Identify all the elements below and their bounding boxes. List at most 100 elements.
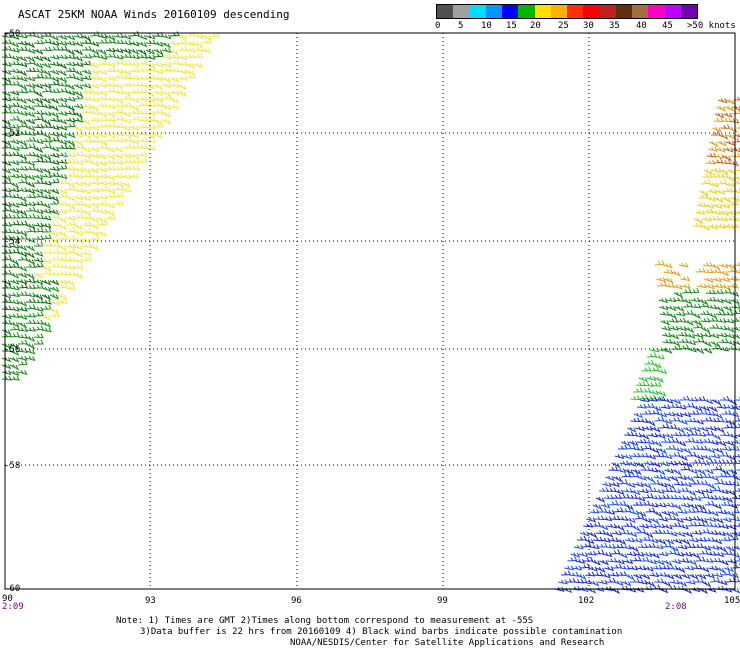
wind-barb: [679, 524, 689, 530]
wind-barb: [9, 343, 20, 350]
wind-barb: [662, 419, 673, 425]
wind-barb: [97, 90, 108, 96]
colorbar-swatch: [453, 5, 470, 18]
wind-barb: [169, 90, 180, 96]
wind-barb: [632, 500, 643, 506]
wind-barb: [707, 312, 718, 319]
wind-barb: [647, 559, 658, 565]
wind-barb: [642, 552, 653, 558]
wind-barb: [704, 203, 715, 209]
wind-barb: [161, 82, 172, 88]
wind-barb: [105, 159, 116, 165]
wind-barb: [49, 88, 60, 93]
wind-barb: [645, 542, 656, 548]
wind-barb: [683, 302, 693, 308]
wind-barb: [41, 265, 52, 272]
wind-barb: [683, 531, 694, 538]
wind-barb: [618, 552, 628, 559]
wind-barb: [57, 102, 68, 108]
wind-barb: [161, 61, 172, 67]
wind-barb: [129, 97, 140, 104]
wind-barb: [662, 454, 673, 460]
wind-barb: [41, 168, 52, 175]
wind-barb: [573, 544, 584, 550]
wind-barb: [585, 571, 596, 577]
wind-barb: [17, 62, 28, 68]
wind-barb: [9, 235, 20, 241]
wind-barb: [732, 224, 740, 229]
wind-barb: [129, 115, 140, 121]
wind-barb: [636, 403, 647, 409]
wind-barb: [720, 431, 731, 437]
wind-barb: [569, 571, 580, 577]
wind-barb: [604, 566, 615, 572]
wind-barb: [728, 283, 739, 289]
wind-barb: [607, 557, 618, 563]
wind-barb: [33, 83, 44, 90]
wind-barb: [722, 517, 732, 523]
wind-barb: [49, 105, 60, 112]
wind-barb: [733, 96, 740, 101]
wind-barb: [49, 221, 60, 227]
wind-barb: [697, 409, 708, 415]
wind-barb: [57, 174, 68, 180]
wind-barb: [596, 529, 606, 535]
wind-barb: [57, 40, 68, 46]
wind-barb: [709, 545, 720, 551]
wind-barb: [712, 434, 722, 441]
wind-barb: [57, 208, 68, 214]
wind-barb: [81, 153, 92, 159]
wind-barb: [9, 292, 20, 298]
wind-barb: [731, 494, 740, 500]
wind-barb: [617, 571, 628, 577]
wind-barb: [153, 122, 164, 128]
wind-barb: [597, 579, 608, 585]
wind-barb: [57, 63, 68, 70]
wind-barb: [656, 433, 666, 439]
wind-barb: [145, 145, 156, 151]
wind-barb: [733, 179, 740, 185]
wind-barb: [121, 187, 132, 193]
wind-barb: [648, 467, 659, 473]
wind-barb: [1, 314, 12, 320]
wind-barb: [25, 258, 36, 265]
wind-barb: [719, 270, 730, 277]
wind-barb: [700, 224, 711, 231]
wind-barb: [65, 117, 76, 123]
wind-barb: [627, 427, 637, 433]
wind-barb: [97, 49, 108, 56]
wind-barb: [49, 79, 60, 86]
wind-barb: [720, 500, 731, 506]
wind-barb: [17, 326, 28, 332]
wind-barb: [734, 487, 740, 492]
wind-barb: [714, 153, 725, 159]
wind-barb: [1, 298, 12, 303]
wind-barb: [669, 437, 679, 443]
wind-barb: [706, 296, 717, 302]
wind-barb: [726, 215, 736, 221]
wind-barb: [129, 139, 140, 145]
wind-barb: [57, 224, 68, 231]
wind-barb: [9, 229, 20, 235]
wind-barb: [732, 439, 740, 444]
wind-barb: [708, 530, 718, 536]
lat-label: -60: [4, 584, 20, 594]
wind-barb: [732, 147, 740, 153]
wind-barb: [33, 139, 44, 145]
wind-barb: [674, 480, 684, 486]
colorbar-swatch: [632, 5, 649, 18]
wind-barb: [25, 273, 36, 280]
wind-barb: [704, 468, 714, 475]
wind-barb: [89, 245, 100, 251]
wind-barb: [65, 61, 76, 67]
wind-barb: [687, 347, 697, 353]
wind-barb: [121, 40, 132, 46]
wind-barb: [17, 111, 28, 117]
wind-barb: [690, 515, 701, 521]
colorbar-label: 5: [458, 21, 464, 31]
wind-barb: [81, 69, 92, 75]
wind-barb: [717, 580, 728, 586]
wind-barb: [153, 133, 164, 140]
wind-barb: [691, 426, 701, 433]
wind-barb: [73, 83, 84, 90]
